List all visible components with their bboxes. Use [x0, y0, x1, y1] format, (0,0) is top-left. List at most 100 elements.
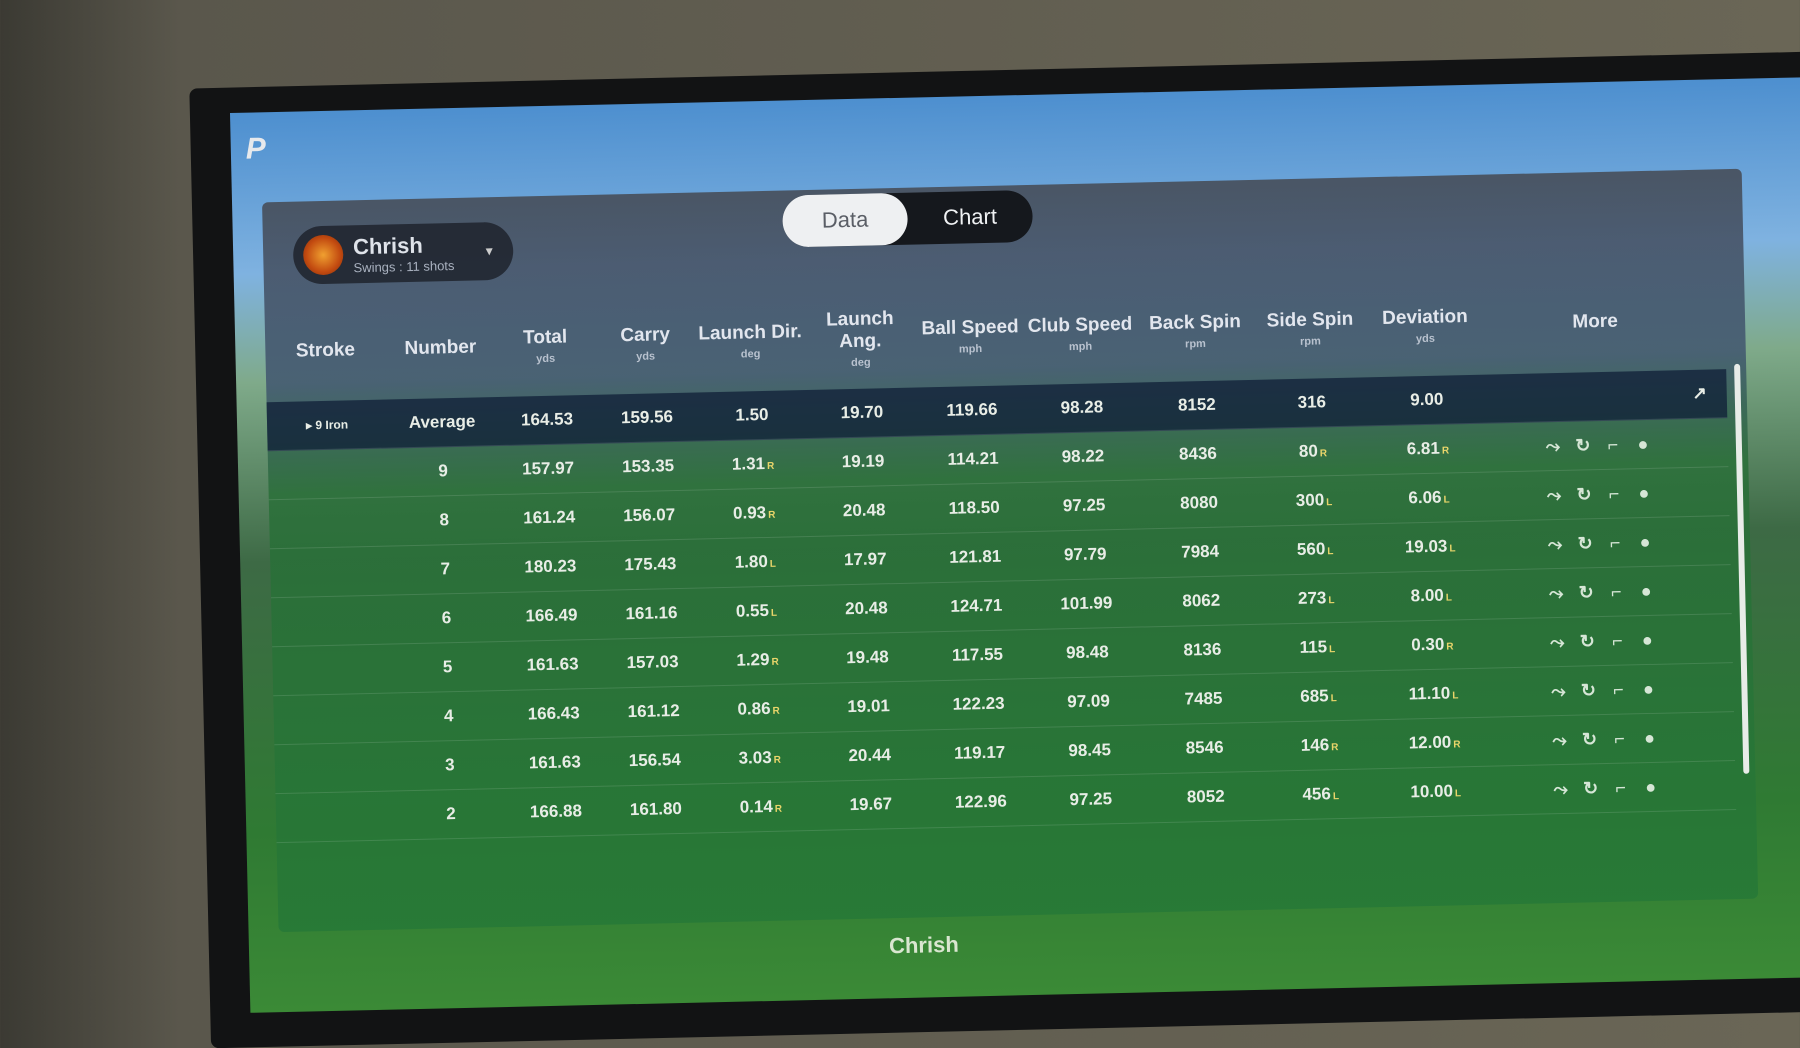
value: 9: [438, 461, 449, 481]
club-speed-cell: 97.25: [1029, 495, 1139, 517]
trajectory-icon[interactable]: ⤳: [1545, 435, 1561, 456]
number-cell: 4: [394, 705, 504, 727]
carry-cell: 161.16: [601, 602, 701, 624]
value: 19.48: [846, 647, 889, 668]
column-header-more[interactable]: More: [1485, 309, 1705, 336]
ball-icon[interactable]: ●: [1638, 482, 1650, 503]
value: 0.14: [739, 796, 774, 817]
average-launch-ang: 19.70: [840, 402, 884, 423]
trajectory-icon[interactable]: ⤳: [1552, 729, 1567, 750]
replay-icon[interactable]: ↻: [1575, 434, 1591, 456]
column-header-deviation[interactable]: Deviation yds: [1365, 306, 1486, 347]
club-icon[interactable]: ⌐: [1608, 483, 1620, 504]
column-header-club-speed[interactable]: Club Speed mph: [1025, 314, 1136, 354]
value: 19.01: [847, 696, 891, 717]
value: 8.00: [1410, 585, 1444, 606]
value: 101.99: [1060, 593, 1113, 614]
value: 97.79: [1063, 544, 1107, 565]
column-label: Launch Dir.: [698, 321, 803, 345]
value: 20.48: [842, 500, 886, 521]
value: 273: [1297, 588, 1327, 608]
side-spin-cell: 273 L: [1261, 587, 1371, 609]
club-icon[interactable]: ⌐: [1610, 581, 1622, 602]
direction-marker: R: [766, 460, 775, 472]
number-cell: 3: [395, 754, 505, 776]
value: 121.81: [949, 546, 1002, 567]
trajectory-icon[interactable]: ⤳: [1549, 631, 1565, 652]
club-icon[interactable]: ⌐: [1607, 434, 1619, 455]
tab-chart[interactable]: Chart: [942, 203, 998, 230]
direction-marker: R: [768, 509, 776, 521]
ball-speed-cell: 122.96: [926, 791, 1036, 813]
column-header-carry[interactable]: Carry yds: [595, 324, 696, 364]
value: 11.10: [1408, 683, 1451, 704]
ball-icon[interactable]: ●: [1641, 629, 1653, 650]
column-header-stroke[interactable]: Stroke: [265, 339, 385, 364]
value: 6: [441, 608, 452, 628]
carry-cell: 161.80: [606, 798, 706, 820]
trajectory-icon[interactable]: ⤳: [1553, 778, 1569, 799]
replay-icon[interactable]: ↻: [1582, 777, 1599, 799]
column-label: Deviation: [1381, 306, 1468, 329]
column-label: Total: [522, 326, 568, 349]
club-icon[interactable]: ⌐: [1609, 532, 1621, 553]
column-label: Side Spin: [1266, 308, 1354, 332]
ball-icon[interactable]: ●: [1642, 678, 1655, 699]
replay-icon[interactable]: ↻: [1579, 630, 1596, 652]
number-cell: 5: [392, 656, 502, 678]
club-icon[interactable]: ⌐: [1612, 679, 1624, 700]
ball-icon[interactable]: ●: [1643, 727, 1656, 748]
value: 122.96: [954, 791, 1008, 812]
value: 161.80: [629, 798, 683, 820]
column-header-number[interactable]: Number: [385, 336, 495, 360]
value: 146: [1300, 735, 1330, 755]
ball-icon[interactable]: ●: [1644, 776, 1657, 797]
trajectory-icon[interactable]: ⤳: [1551, 680, 1566, 701]
number-cell: 2: [396, 803, 506, 825]
launch-ang-cell: 20.48: [809, 500, 919, 522]
ball-speed-cell: 119.17: [924, 742, 1034, 764]
trajectory-icon[interactable]: ⤳: [1548, 582, 1564, 603]
replay-icon[interactable]: ↻: [1578, 581, 1594, 603]
value: 156.54: [628, 749, 681, 771]
back-spin-cell: 8052: [1146, 786, 1266, 809]
ball-icon[interactable]: ●: [1637, 433, 1649, 454]
column-header-back-spin[interactable]: Back Spin rpm: [1135, 311, 1256, 352]
column-header-launch-ang[interactable]: Launch Ang. deg: [805, 308, 916, 370]
club-speed-cell: 97.09: [1033, 690, 1143, 712]
replay-icon[interactable]: ↻: [1580, 679, 1597, 701]
ball-icon[interactable]: ●: [1639, 531, 1651, 552]
more-actions: ⤳ ↻ ⌐ ●: [1492, 628, 1712, 654]
more-actions: ⤳ ↻ ⌐ ●: [1491, 579, 1711, 605]
trajectory-icon[interactable]: ⤳: [1547, 533, 1563, 554]
column-header-side-spin[interactable]: Side Spin rpm: [1255, 308, 1366, 348]
ball-icon[interactable]: ●: [1640, 580, 1652, 601]
column-label: Launch Ang.: [825, 308, 894, 353]
value: 560: [1296, 539, 1326, 559]
club-icon[interactable]: ⌐: [1614, 728, 1626, 749]
carry-cell: 157.03: [602, 651, 702, 673]
club-icon[interactable]: ⌐: [1611, 630, 1623, 651]
column-header-ball-speed[interactable]: Ball Speed mph: [915, 316, 1026, 356]
column-header-total[interactable]: Total yds: [495, 326, 596, 366]
trend-icon[interactable]: ↗: [1692, 383, 1707, 403]
scrollbar[interactable]: [1734, 363, 1750, 774]
replay-icon[interactable]: ↻: [1576, 483, 1592, 505]
launch-dir-cell: 1.31 R: [698, 453, 808, 475]
chevron-down-icon[interactable]: ▼: [483, 244, 496, 259]
column-label: Carry: [620, 324, 671, 347]
player-name: Chrish: [352, 232, 424, 259]
value: 98.22: [1061, 446, 1105, 467]
value: 114.21: [947, 448, 999, 469]
launch-ang-cell: 20.48: [811, 597, 921, 619]
trajectory-icon[interactable]: ⤳: [1546, 484, 1562, 505]
club-icon[interactable]: ⌐: [1615, 777, 1627, 798]
replay-icon[interactable]: ↻: [1581, 728, 1598, 750]
player-selector[interactable]: Chrish Swings : 11 shots ▼: [292, 221, 514, 285]
value: 0.93: [732, 502, 767, 523]
footer-player-name: Chrish: [888, 931, 960, 959]
replay-icon[interactable]: ↻: [1577, 532, 1593, 554]
column-header-launch-dir[interactable]: Launch Dir. deg: [695, 321, 806, 361]
ball-speed-cell: 124.71: [921, 595, 1031, 617]
tab-data[interactable]: Data: [782, 192, 909, 248]
